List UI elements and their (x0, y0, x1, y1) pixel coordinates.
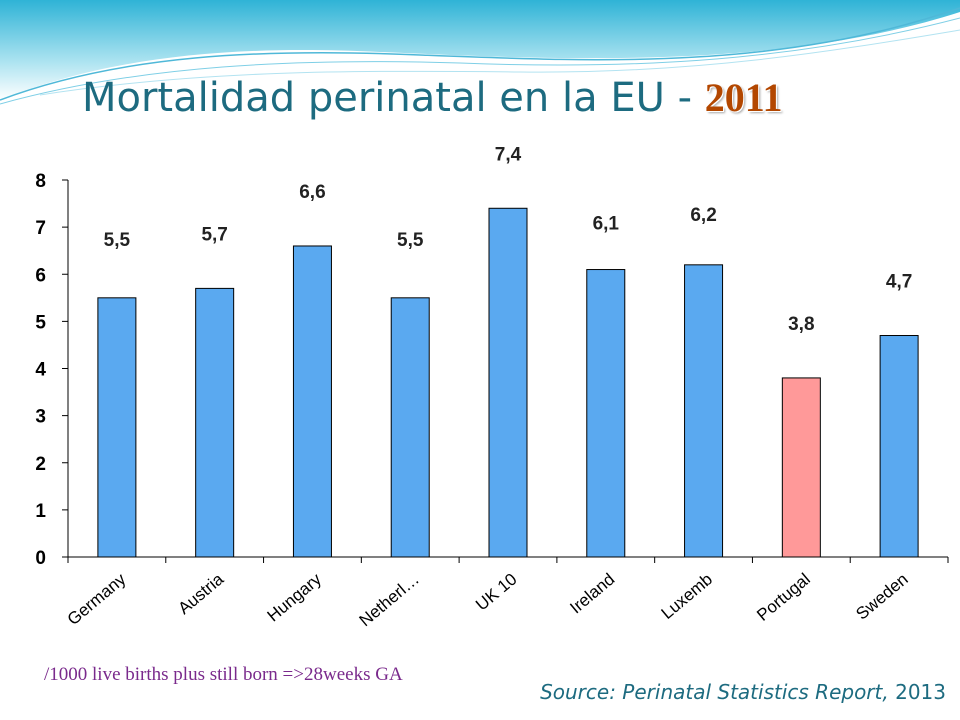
title-year: 2011 (704, 75, 783, 120)
y-tick-label: 6 (35, 265, 46, 286)
title-main: Mortalidad perinatal en la EU - (82, 75, 705, 121)
bar (879, 335, 919, 558)
y-tick-label: 3 (35, 407, 46, 428)
bar-chart: 0 1 2 3 4 5 6 7 8 5,5 Germany 5,7 Austria 6,6 Hungary 5… (35, 144, 949, 631)
category-label: Sweden (852, 570, 911, 624)
source-label: Source: Perinatal Statistics Report, (540, 680, 889, 704)
category-label: Austria (174, 569, 227, 618)
y-tick-label: 1 (35, 501, 46, 522)
category-label: Germany (64, 569, 130, 629)
y-tick-label: 5 (35, 312, 46, 333)
data-label: 6,1 (593, 214, 620, 235)
y-tick-label: 2 (35, 454, 46, 475)
bar (195, 287, 235, 558)
data-label: 5,5 (397, 230, 424, 251)
y-tick-label: 0 (35, 548, 46, 569)
bar (390, 297, 430, 558)
bar (488, 207, 528, 558)
y-tick-label: 7 (35, 218, 46, 239)
bar (292, 245, 332, 558)
bar (781, 377, 821, 558)
bar (684, 264, 724, 558)
data-label: 7,4 (495, 144, 522, 165)
category-label: Ireland (566, 570, 618, 618)
footnote: /1000 live births plus still born =>28we… (44, 664, 403, 685)
category-label: UK 10 (472, 570, 520, 615)
category-label: Luxemb (658, 570, 717, 623)
page-title: Mortalidad perinatal en la EU - 2011 (82, 74, 783, 121)
y-tick-label: 4 (35, 360, 46, 381)
data-label: 6,6 (299, 182, 325, 203)
data-label: 6,2 (690, 205, 716, 226)
data-label: 5,5 (104, 230, 131, 251)
category-label: Hungary (264, 569, 326, 625)
bar (97, 297, 137, 558)
bar (586, 269, 626, 558)
category-label: Netherl… (356, 570, 423, 631)
decorative-wave-header (0, 0, 960, 105)
source-year: 2013 (888, 680, 946, 704)
data-label: 5,7 (201, 224, 227, 245)
data-label: 3,8 (788, 314, 814, 335)
data-label: 4,7 (886, 272, 912, 293)
source-citation: Source: Perinatal Statistics Report, 201… (540, 680, 946, 704)
y-tick-label: 8 (35, 171, 46, 192)
category-label: Portugal (753, 570, 814, 625)
